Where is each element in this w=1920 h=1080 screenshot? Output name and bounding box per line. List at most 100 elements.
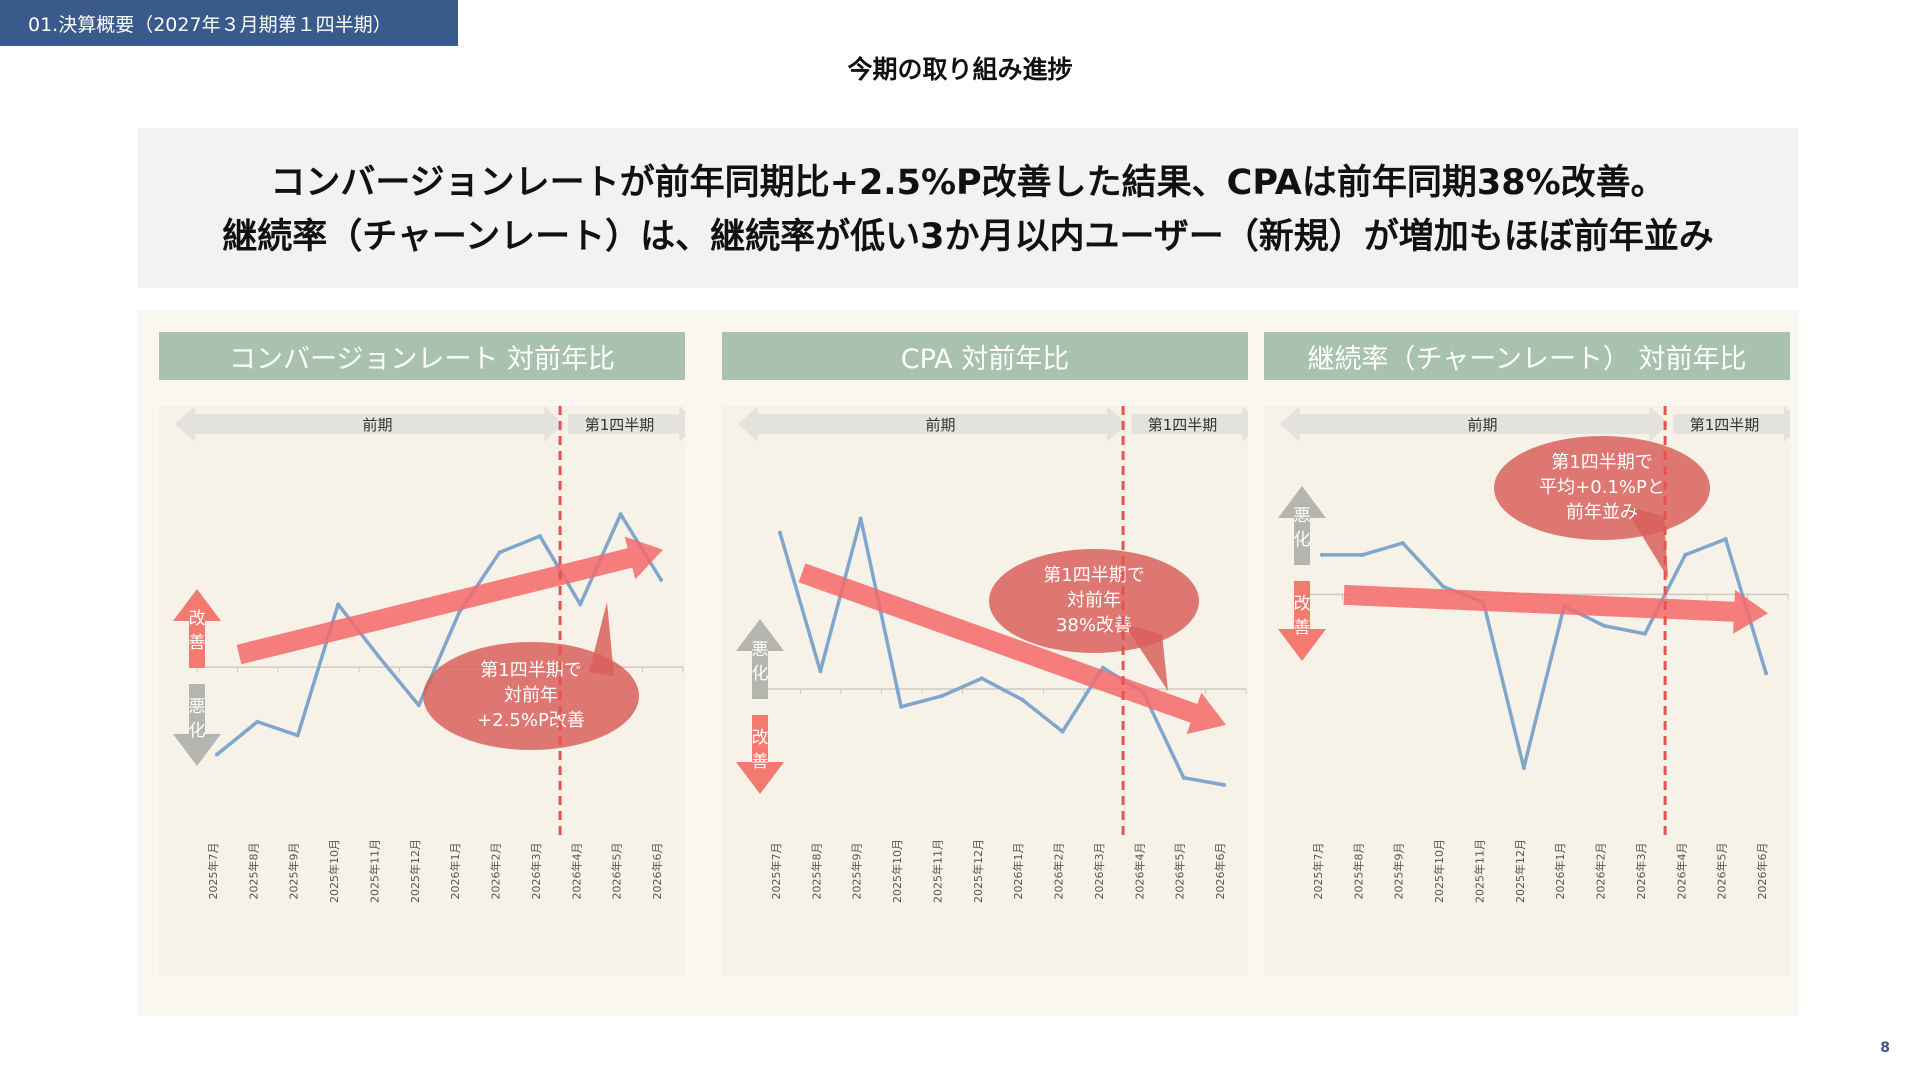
- cpa-callout-text: 第1四半期で: [1043, 565, 1144, 586]
- cvr-data-line: [215, 512, 663, 756]
- cvr-x-tick-label: 2025年11月: [367, 839, 381, 903]
- cpa-x-tick-label: 2026年2月: [1052, 843, 1066, 900]
- churn-callout-text: 前年並み: [1566, 502, 1638, 523]
- churn-data-point: [1602, 623, 1607, 628]
- cpa-x-tick-label: 2026年3月: [1092, 843, 1106, 900]
- churn-marker-upper-text: 化: [1294, 530, 1311, 550]
- churn-x-tick-label: 2026年4月: [1674, 843, 1688, 900]
- cpa-period-current-arrow: [1131, 406, 1248, 442]
- cpa-data-point: [1020, 697, 1025, 702]
- cvr-data-point: [497, 550, 502, 555]
- cpa-data-point: [818, 669, 823, 674]
- cpa-x-tick-label: 2026年6月: [1213, 843, 1227, 900]
- cpa-data-point: [1100, 665, 1105, 670]
- cvr-trend-arrow: [236, 536, 663, 665]
- churn-improve-arrow: [1278, 581, 1326, 661]
- churn-panel: 継続率（チャーンレート） 対前年比 前期 第1四半期悪化改善 2025年7月 2025…: [1264, 332, 1790, 976]
- cpa-trend-arrow: [798, 563, 1226, 735]
- cvr-panel: コンバージョンレート 対前年比 前期 第1四半期改善悪化 2025年7月 2025年8…: [159, 332, 685, 976]
- churn-period-current-arrow: [1673, 406, 1790, 442]
- cpa-marker-upper-text: 化: [752, 664, 769, 684]
- churn-data-point: [1723, 537, 1728, 542]
- cpa-marker-lower-text: 改: [752, 728, 769, 748]
- churn-data-point: [1683, 552, 1688, 557]
- cvr-callout-bubble: [423, 642, 639, 750]
- churn-x-tick-label: 2025年12月: [1513, 839, 1527, 903]
- cvr-marker-lower-text: 化: [189, 721, 206, 741]
- cpa-x-tick-label: 2025年9月: [850, 843, 864, 900]
- cvr-data-point: [336, 602, 341, 607]
- cpa-period-current-label: 第1四半期: [1148, 416, 1218, 434]
- churn-x-tick-label: 2025年10月: [1432, 839, 1446, 903]
- cvr-data-point: [537, 534, 542, 539]
- churn-period-prev-arrow: [1280, 406, 1670, 442]
- cpa-x-tick-label: 2025年10月: [890, 839, 904, 903]
- cvr-period-prev-label: 前期: [363, 416, 393, 434]
- cvr-period-current-label: 第1四半期: [585, 416, 655, 434]
- summary-line-2: 継続率（チャーンレート）は、継続率が低い3か月以内ユーザー（新規）が増加もほぼ前…: [222, 217, 1714, 257]
- cpa-data-point: [939, 694, 944, 699]
- cvr-improve-arrow: [173, 589, 221, 668]
- cpa-data-point: [979, 676, 984, 681]
- churn-x-tick-label: 2026年3月: [1634, 843, 1648, 900]
- cpa-x-tick-label: 2026年5月: [1173, 843, 1187, 900]
- cpa-data-point: [899, 704, 904, 709]
- cvr-x-tick-label: 2025年7月: [206, 843, 220, 900]
- churn-marker-lower-text: 改: [1294, 594, 1311, 614]
- cvr-x-tick-label: 2026年2月: [489, 843, 503, 900]
- cvr-x-tick-label: 2025年9月: [287, 843, 301, 900]
- cvr-x-tick-label: 2026年4月: [569, 843, 583, 900]
- cvr-callout-text: +2.5%P改善: [477, 710, 585, 731]
- churn-trend-arrow: [1343, 584, 1768, 634]
- summary-box: コンバージョンレートが前年同期比+2.5%P改善した結果、CPAは前年同期38%…: [138, 128, 1798, 288]
- cvr-callout-text: 第1四半期で: [480, 660, 581, 681]
- cvr-data-point: [295, 733, 300, 738]
- cvr-worsen-arrow: [173, 684, 221, 766]
- cpa-panel-title: CPA 対前年比: [722, 332, 1248, 380]
- churn-panel-title: 継続率（チャーンレート） 対前年比: [1264, 332, 1790, 380]
- cpa-marker-upper-text: 悪: [752, 640, 769, 660]
- page-number: 8: [1880, 1040, 1890, 1056]
- cvr-marker-upper-text: 改: [189, 609, 206, 629]
- churn-x-tick-label: 2025年11月: [1472, 839, 1486, 903]
- churn-data-point: [1400, 541, 1405, 546]
- cpa-panel: CPA 対前年比 前期 第1四半期悪化改善 2025年7月 2025年8月 2025年9…: [722, 332, 1248, 976]
- churn-data-point: [1360, 552, 1365, 557]
- churn-marker-lower-text: 善: [1294, 618, 1311, 638]
- churn-worsen-arrow: [1278, 486, 1326, 565]
- churn-callout-text: 第1四半期で: [1551, 452, 1652, 473]
- cvr-x-tick-label: 2025年10月: [327, 839, 341, 903]
- page-title: 今期の取り組み進捗: [847, 55, 1073, 84]
- churn-data-line: [1322, 537, 1768, 770]
- churn-x-tick-label: 2025年9月: [1392, 843, 1406, 900]
- churn-data-point: [1764, 671, 1768, 676]
- churn-x-tick-label: 2026年2月: [1594, 843, 1608, 900]
- churn-data-point: [1521, 765, 1526, 770]
- churn-period-current-label: 第1四半期: [1690, 416, 1760, 434]
- churn-x-tick-label: 2026年5月: [1715, 843, 1729, 900]
- cpa-period-prev-label: 前期: [926, 416, 956, 434]
- cvr-data-point: [255, 719, 260, 724]
- cvr-x-tick-label: 2025年8月: [246, 843, 260, 900]
- cpa-data-point: [778, 530, 782, 535]
- churn-data-point: [1441, 584, 1446, 589]
- cpa-data-point: [1222, 782, 1226, 787]
- churn-callout-bubble: [1494, 436, 1710, 540]
- cpa-x-tick-label: 2026年4月: [1132, 843, 1146, 900]
- cpa-x-tick-label: 2025年11月: [930, 839, 944, 903]
- cpa-period-prev-arrow: [738, 406, 1128, 442]
- section-tag: 01.決算概要（2027年３月期第１四半期）: [0, 0, 458, 46]
- cpa-data-point: [858, 516, 863, 521]
- cvr-x-tick-label: 2026年5月: [610, 843, 624, 900]
- cvr-period-current-arrow: [568, 406, 685, 442]
- cvr-x-tick-label: 2026年6月: [650, 843, 664, 900]
- cvr-marker-lower-text: 悪: [189, 697, 206, 717]
- cpa-callout-text: 対前年: [1067, 590, 1121, 611]
- churn-x-tick-label: 2025年7月: [1311, 843, 1325, 900]
- cpa-callout-bubble: [989, 549, 1199, 653]
- cpa-x-tick-label: 2025年12月: [971, 839, 985, 903]
- churn-x-tick-label: 2026年1月: [1553, 843, 1567, 900]
- cvr-data-point: [416, 703, 421, 708]
